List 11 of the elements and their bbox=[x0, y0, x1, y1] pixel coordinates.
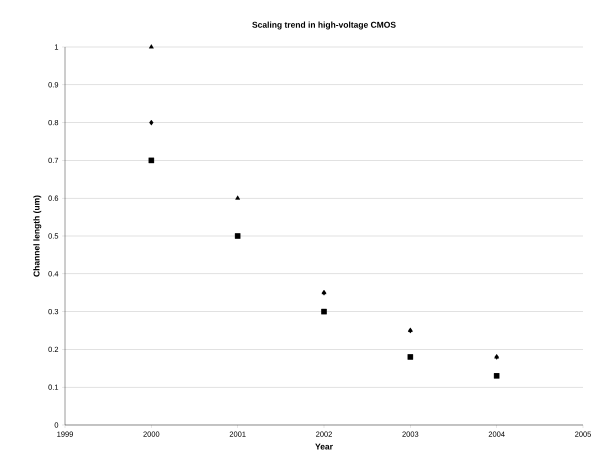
point bbox=[321, 308, 327, 314]
point bbox=[494, 373, 500, 379]
y-axis-title: Channel length (um) bbox=[33, 196, 42, 277]
point bbox=[148, 158, 154, 164]
point bbox=[235, 195, 240, 200]
point bbox=[408, 354, 414, 360]
chart-title: Scaling trend in high-voltage CMOS bbox=[252, 22, 396, 30]
point bbox=[148, 44, 154, 48]
point bbox=[234, 233, 240, 239]
point bbox=[149, 120, 154, 126]
x-axis-title: Year bbox=[315, 444, 333, 450]
